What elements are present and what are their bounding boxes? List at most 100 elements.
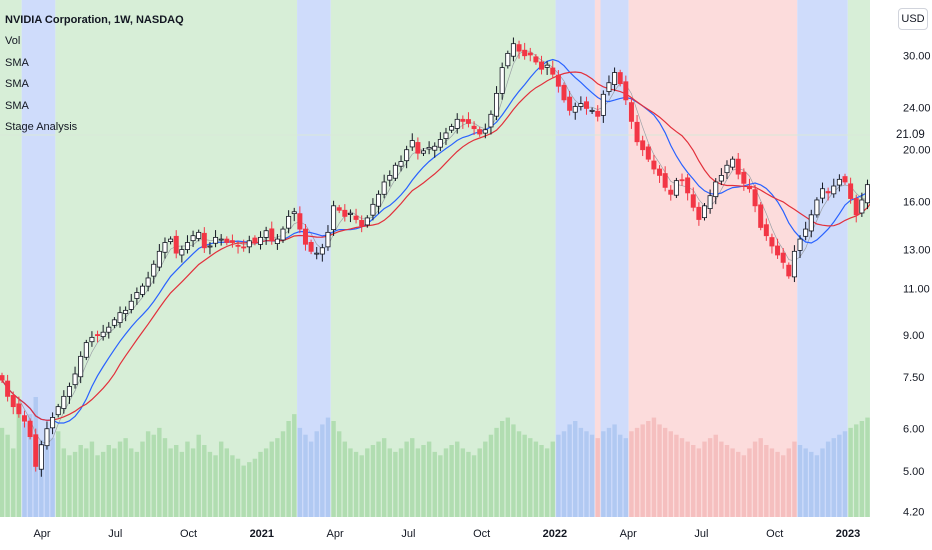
candle	[33, 428, 39, 472]
stage-band	[628, 0, 798, 517]
candle	[111, 317, 117, 329]
volume-bar	[280, 431, 286, 517]
candle	[241, 239, 247, 252]
stage-band	[297, 0, 331, 517]
volume-bar	[651, 417, 657, 517]
candle-body	[460, 118, 466, 122]
candle	[786, 262, 792, 279]
candle-body	[617, 72, 623, 85]
volume-bar	[769, 448, 775, 517]
candle	[235, 241, 241, 254]
volume-bar	[145, 431, 151, 517]
candle	[634, 115, 640, 146]
legend-stage-analysis[interactable]: Stage Analysis	[5, 121, 78, 134]
legend-sma-mid[interactable]: SMA	[5, 78, 29, 91]
candle	[735, 152, 741, 180]
volume-bar	[477, 448, 482, 517]
legend-sma-fast[interactable]: SMA	[5, 56, 29, 69]
candle-body	[297, 213, 303, 230]
sma-mid-line	[1, 58, 885, 424]
volume-bar	[702, 441, 707, 517]
time-tick-label: 2021	[250, 528, 274, 540]
candle-body	[151, 263, 157, 277]
candle-body	[746, 185, 752, 190]
candle	[134, 287, 140, 305]
candle-body	[791, 250, 797, 278]
currency-button[interactable]: USD	[898, 8, 928, 30]
candle	[539, 55, 545, 75]
candle-body	[780, 252, 786, 263]
candle-body	[640, 140, 646, 151]
candle-body	[168, 238, 174, 242]
candlesticks	[0, 37, 887, 477]
candle-body	[803, 228, 809, 237]
volume-bar	[325, 417, 331, 517]
candle	[66, 382, 72, 404]
candle-body	[179, 249, 185, 256]
candle-body	[550, 67, 556, 75]
legend-sma-slow[interactable]: SMA	[5, 99, 29, 112]
volume-bar	[848, 427, 853, 517]
candle-body	[392, 164, 398, 179]
volume-bar	[623, 438, 629, 517]
candle	[44, 421, 50, 450]
candle	[291, 207, 297, 222]
candle	[432, 142, 438, 158]
volume-bar	[224, 448, 229, 517]
legend-vol[interactable]: Vol	[5, 35, 21, 48]
volume-bar	[241, 465, 246, 517]
chart-title[interactable]: NVIDIA Corporation, 1W, NASDAQ	[5, 14, 184, 26]
volume-bar	[629, 431, 634, 517]
candle	[156, 244, 162, 272]
candle	[353, 208, 359, 224]
candle	[437, 132, 443, 152]
candle	[78, 351, 84, 384]
candle-body	[539, 61, 545, 70]
candle	[106, 322, 112, 339]
candle	[763, 218, 769, 241]
volume-bar	[719, 441, 724, 517]
candle-body	[578, 103, 584, 107]
volume-bar	[662, 427, 668, 517]
candle-body	[516, 44, 522, 52]
candle-body	[724, 164, 730, 174]
volume-bar	[556, 434, 561, 517]
candle	[336, 204, 342, 214]
volume-bar	[814, 455, 820, 517]
time-axis-panel[interactable]	[0, 517, 870, 550]
candle-body	[218, 238, 224, 241]
candle	[460, 115, 466, 129]
candle-body	[595, 110, 601, 117]
volume-bar	[775, 451, 780, 517]
price-tick-label: 11.00	[903, 283, 930, 295]
candle	[718, 168, 724, 186]
candle	[612, 67, 618, 91]
candle	[381, 174, 387, 199]
price-axis-panel[interactable]	[870, 0, 932, 550]
volume-bar	[157, 427, 162, 517]
volume-bar	[78, 445, 83, 517]
candle-body	[139, 285, 145, 295]
volume-bar	[22, 422, 27, 517]
volume-bar	[421, 445, 426, 517]
volume-bar	[292, 414, 297, 517]
time-tick-label: Apr	[327, 528, 344, 540]
candle	[398, 155, 404, 172]
candle	[859, 192, 865, 217]
candle	[741, 168, 747, 191]
candle-body	[95, 334, 101, 336]
candle-body	[696, 206, 702, 220]
candle-body	[797, 238, 803, 251]
candle	[752, 184, 758, 213]
volume-bar	[106, 445, 111, 517]
volume-bar	[499, 421, 505, 517]
candle	[522, 42, 528, 60]
volume-bar	[747, 448, 752, 517]
candle-body	[454, 118, 460, 129]
volume-bar	[859, 421, 865, 517]
candle	[465, 112, 471, 128]
candle-body	[600, 93, 606, 116]
price-tick-label: 6.00	[903, 424, 924, 436]
candle	[825, 187, 831, 201]
